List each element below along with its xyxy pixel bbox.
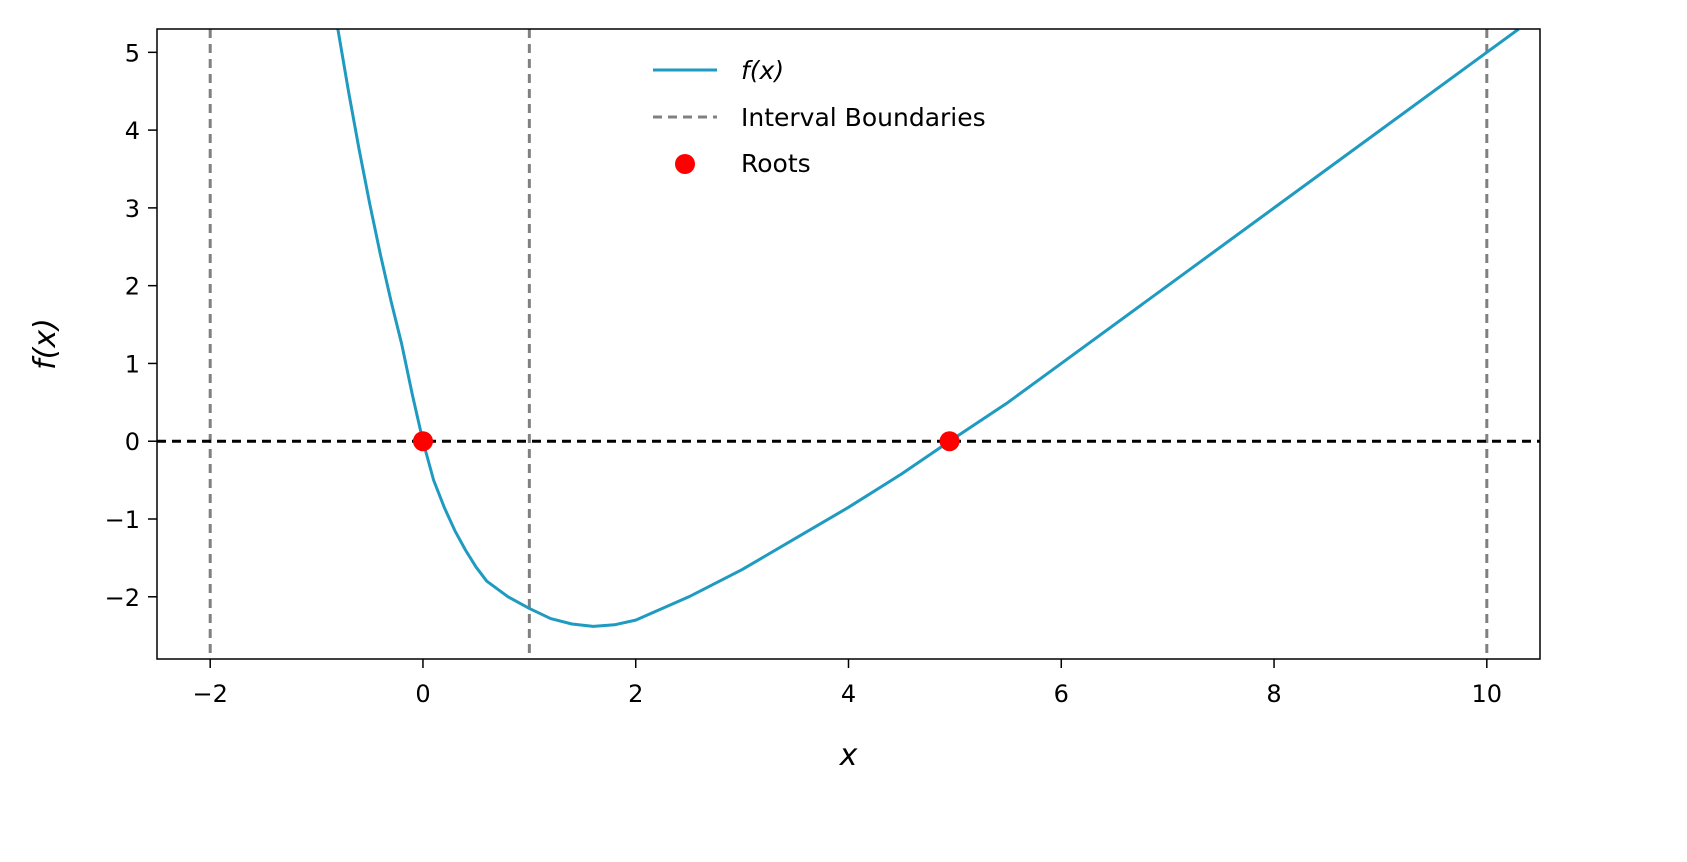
legend-label-interval-boundaries: Interval Boundaries (741, 103, 986, 132)
x-tick-label: 8 (1266, 680, 1281, 708)
root-point (412, 431, 433, 452)
x-axis-ticks: −2 0 2 4 6 8 10 (192, 659, 1502, 708)
legend: f(x) Interval Boundaries Roots (653, 56, 986, 178)
y-tick-label: 0 (125, 428, 140, 456)
x-axis-label: x (839, 738, 858, 773)
x-tick-label: 6 (1054, 680, 1069, 708)
y-tick-label: 4 (125, 117, 140, 145)
y-tick-label: −1 (105, 506, 140, 534)
y-tick-label: −2 (105, 584, 140, 612)
y-tick-label: 5 (125, 39, 140, 67)
y-axis-ticks: −2 −1 0 1 2 3 4 5 (105, 39, 157, 612)
x-tick-label: 4 (841, 680, 856, 708)
x-tick-label: 10 (1472, 680, 1503, 708)
plot-area (157, 29, 1540, 659)
legend-label-fx: f(x) (741, 56, 784, 85)
y-tick-label: 3 (125, 195, 140, 223)
x-tick-label: 0 (415, 680, 430, 708)
series-fx-line (336, 29, 1520, 628)
legend-label-roots: Roots (741, 149, 811, 178)
legend-swatch-roots (675, 154, 695, 174)
root-point (939, 431, 960, 452)
y-tick-label: 1 (125, 350, 140, 378)
x-tick-label: −2 (192, 680, 227, 708)
y-axis-label: f(x) (28, 318, 63, 370)
x-tick-label: 2 (628, 680, 643, 708)
y-tick-label: 2 (125, 273, 140, 301)
